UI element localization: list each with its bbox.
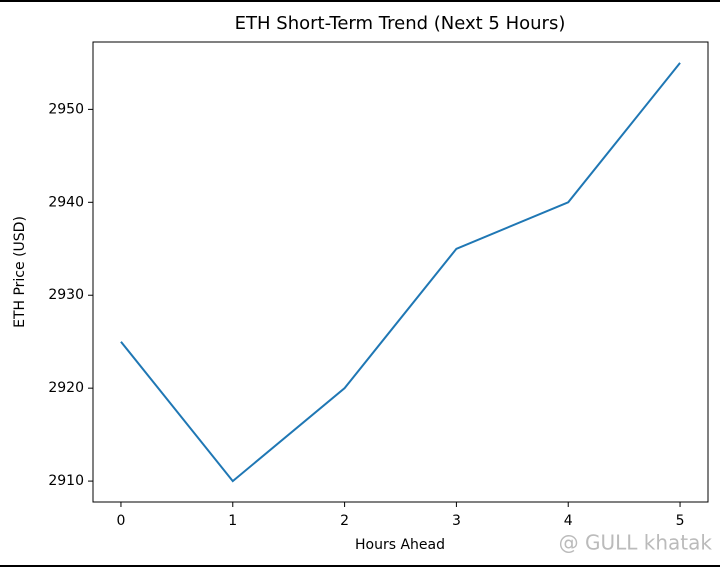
x-tick-label: 3 <box>452 513 461 529</box>
x-tick-label: 0 <box>116 513 125 529</box>
y-tick-label: 2910 <box>48 473 84 489</box>
y-tick-label: 2940 <box>48 194 84 210</box>
x-tick-label: 5 <box>676 513 685 529</box>
x-tick-label: 1 <box>228 513 237 529</box>
y-axis-label: ETH Price (USD) <box>12 216 28 328</box>
x-axis-label: Hours Ahead <box>355 537 445 553</box>
chart-title: ETH Short-Term Trend (Next 5 Hours) <box>235 13 566 34</box>
watermark: @ GULL khatak <box>559 531 713 555</box>
plot-frame <box>92 41 709 503</box>
x-tick-label: 4 <box>564 513 573 529</box>
y-tick-label: 2950 <box>48 101 84 117</box>
y-tick-label: 2930 <box>48 287 84 303</box>
y-tick-label: 2920 <box>48 380 84 396</box>
line-series <box>120 62 681 483</box>
x-tick-label: 2 <box>340 513 349 529</box>
